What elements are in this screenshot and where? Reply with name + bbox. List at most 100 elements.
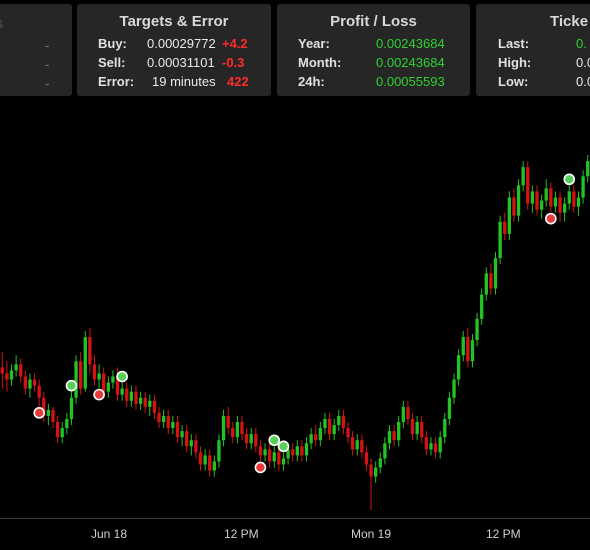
candle-down (175, 422, 180, 438)
candle-up (544, 188, 548, 201)
candle-up (180, 431, 184, 438)
candle-up (521, 167, 525, 186)
sell-marker (93, 388, 105, 401)
stats-bar: ts - - - Targets & Error Buy: 0.00029772… (0, 0, 590, 100)
candle-up (337, 415, 341, 426)
candle-down (143, 397, 147, 407)
candle-up (74, 361, 78, 398)
candle-up (530, 191, 535, 204)
candle-up (452, 379, 456, 398)
candle-up (69, 397, 74, 419)
candle-up (171, 422, 175, 429)
sell-change: -0.3 (222, 55, 245, 70)
candle-up (286, 449, 290, 459)
candle-down (364, 452, 369, 465)
candle-up (60, 428, 64, 438)
candle-down (51, 409, 55, 423)
buy-row: Buy: 0.00029772 +4.2 (98, 36, 268, 52)
candle-down (115, 376, 120, 395)
candle-up (332, 425, 336, 435)
panel-title: Ticke (550, 13, 589, 30)
candle-up (456, 355, 461, 380)
buy-label: Buy: (98, 36, 127, 51)
candle-down (392, 431, 396, 441)
buy-marker (268, 434, 281, 447)
error-label: Error: (98, 74, 135, 89)
candle-up (397, 422, 401, 441)
candle-up (507, 197, 511, 234)
candle-up (272, 452, 276, 462)
stat-placeholder: - (45, 38, 50, 53)
candle-down (341, 415, 346, 429)
low-value: 0.0 (576, 74, 590, 89)
candle-down (549, 188, 553, 207)
candle-up (581, 176, 585, 198)
candle-up (378, 458, 382, 468)
candle-up (586, 161, 590, 177)
candle-up (295, 446, 299, 456)
candle-down (37, 385, 41, 398)
last-value: 0. (576, 36, 587, 51)
candle-down (503, 221, 507, 234)
candle-down (360, 440, 364, 453)
candle-down (291, 449, 295, 456)
candle-down (55, 422, 60, 438)
candle-up (429, 443, 433, 450)
buy-change: +4.2 (222, 36, 248, 51)
candle-up (106, 382, 110, 392)
buy-value: 0.00029772 (147, 36, 216, 51)
candle-down (198, 452, 203, 465)
candle-up (461, 337, 465, 356)
last-row: Last: 0. (498, 36, 590, 52)
candle-down (406, 406, 410, 419)
candle-down (369, 464, 373, 477)
stat-placeholder: - (45, 57, 50, 72)
candle-up (387, 431, 392, 444)
candle-down (166, 415, 170, 429)
candle-down (489, 273, 493, 289)
candle-down (350, 437, 355, 450)
candle-down (327, 418, 332, 435)
candle-up (355, 440, 359, 450)
candle-up (498, 221, 502, 259)
candle-down (526, 167, 530, 204)
candle-down (231, 428, 235, 438)
sell-marker (545, 212, 557, 225)
error-count: 422 (227, 74, 249, 89)
sell-label: Sell: (98, 55, 126, 70)
profit-loss-panel: Profit / Loss Year: 0.00243684 Month: 0.… (277, 4, 470, 96)
candle-up (217, 440, 221, 462)
day-label: 24h: (298, 74, 325, 89)
candle-up (65, 418, 69, 429)
candle-down (572, 191, 576, 207)
candle-down (535, 191, 539, 210)
candle-down (466, 337, 470, 362)
candle-down (314, 434, 318, 441)
candle-down (79, 361, 83, 389)
candle-down (0, 367, 4, 374)
candle-down (157, 412, 161, 423)
ticker-panel: Ticke Last: 0. High: 0.0 Low: 0.0 (476, 4, 590, 96)
month-label: Month: (298, 55, 342, 70)
x-tick-label: Jun 18 (91, 527, 128, 541)
candle-up (83, 337, 87, 389)
candle-up (323, 418, 327, 429)
candle-down (300, 446, 304, 456)
candle-down (42, 397, 46, 416)
candle-up (470, 340, 475, 362)
candle-up (374, 467, 378, 477)
candle-up (28, 379, 32, 389)
candle-up (46, 409, 51, 416)
candle-up (189, 440, 193, 447)
candle-down (558, 197, 562, 213)
candle-down (194, 440, 198, 453)
candle-up (480, 294, 484, 319)
candle-up (576, 197, 581, 207)
candle-down (226, 415, 230, 429)
candle-down (346, 428, 350, 438)
candle-up (221, 415, 226, 441)
candle-down (424, 437, 429, 450)
candle-up (120, 388, 124, 395)
high-label: High: (498, 55, 532, 70)
candle-down (185, 431, 189, 447)
